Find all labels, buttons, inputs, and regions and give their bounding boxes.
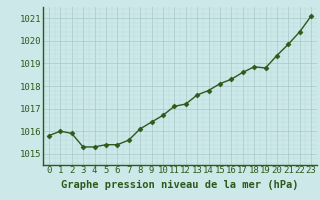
X-axis label: Graphe pression niveau de la mer (hPa): Graphe pression niveau de la mer (hPa): [61, 180, 299, 190]
